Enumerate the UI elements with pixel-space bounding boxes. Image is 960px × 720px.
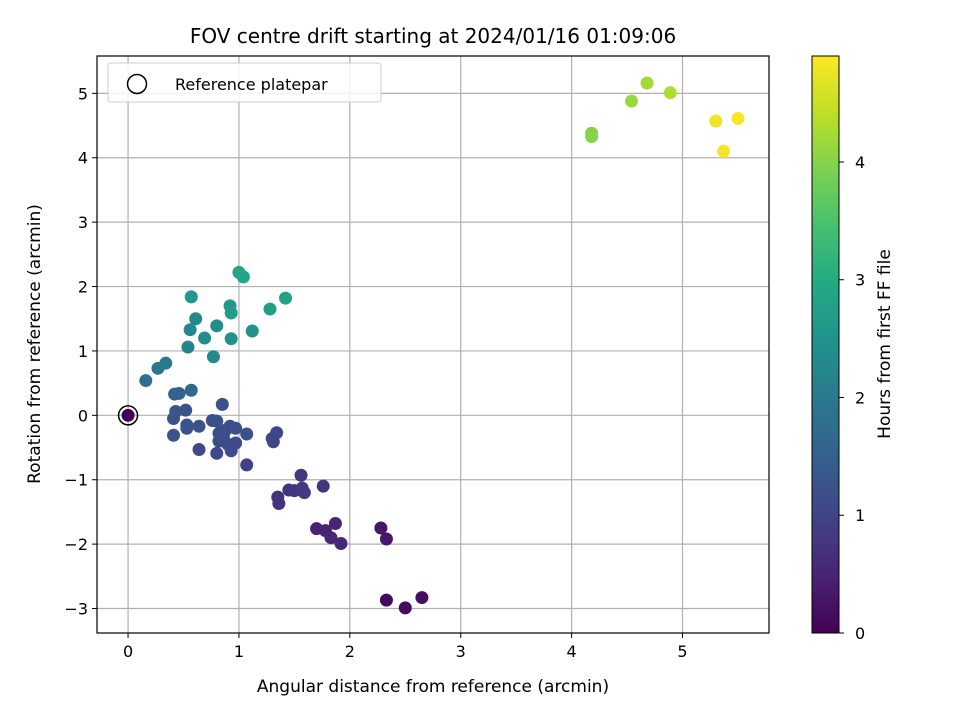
plot-frame: [96, 55, 770, 634]
legend-box: [107, 62, 382, 103]
chart-title: FOV centre drift starting at 2024/01/16 …: [190, 24, 676, 48]
data-point: [328, 517, 342, 531]
data-point: [379, 593, 393, 607]
data-point: [179, 403, 193, 417]
data-point: [181, 340, 195, 354]
data-point: [374, 521, 388, 535]
y-tick-label: 1: [78, 342, 88, 361]
colorbar-tick-label: 1: [855, 506, 865, 525]
data-point: [210, 446, 224, 460]
data-point: [585, 129, 599, 143]
data-point: [139, 374, 153, 388]
data-point: [717, 144, 731, 158]
x-tick-label: 2: [345, 642, 355, 661]
colorbar-tick-label: 2: [855, 388, 865, 407]
data-point: [189, 312, 203, 326]
legend: Reference platepar: [107, 62, 382, 103]
reference-marker: [117, 405, 139, 426]
data-point: [240, 458, 254, 472]
data-point: [224, 306, 238, 320]
data-point: [294, 468, 308, 482]
y-ticks: −3 −2 −1 0 1 2 3 4 5: [64, 84, 97, 619]
data-point: [184, 383, 198, 397]
data-points: [117, 76, 745, 615]
data-point: [206, 350, 220, 364]
y-tick-label: −2: [64, 535, 88, 554]
y-tick-label: −3: [64, 600, 88, 619]
colorbar-tick-label: 0: [855, 624, 865, 643]
data-point: [236, 270, 250, 284]
colorbar-gradient: [811, 55, 840, 634]
data-point: [121, 408, 135, 422]
x-ticks: 0 1 2 3 4 5: [123, 633, 688, 661]
colorbar-tick-label: 4: [855, 153, 865, 172]
data-point: [240, 427, 254, 441]
x-tick-label: 0: [123, 642, 133, 661]
data-point: [172, 386, 186, 400]
y-tick-label: 3: [78, 213, 88, 232]
colorbar-label: Hours from first FF file: [875, 249, 895, 439]
colorbar: 0 1 2 3 4 Hours from first FF file: [811, 55, 895, 643]
data-point: [224, 332, 238, 346]
data-point: [210, 414, 224, 428]
data-point: [263, 302, 277, 316]
data-point: [279, 291, 293, 305]
data-point: [229, 421, 243, 435]
data-point: [297, 486, 311, 500]
y-tick-label: 4: [78, 149, 88, 168]
x-tick-label: 1: [234, 642, 244, 661]
legend-label: Reference platepar: [175, 75, 328, 94]
data-point: [184, 290, 198, 304]
data-point: [183, 323, 197, 337]
y-tick-label: 2: [78, 278, 88, 297]
data-point: [334, 536, 348, 550]
y-tick-label: 0: [78, 406, 88, 425]
colorbar-tick-label: 3: [855, 271, 865, 290]
data-point: [210, 319, 224, 333]
data-point: [270, 426, 284, 440]
data-point: [159, 356, 173, 370]
data-point: [192, 419, 206, 433]
data-point: [198, 331, 212, 345]
grid: [97, 56, 769, 633]
data-point: [180, 418, 194, 432]
data-point: [709, 114, 723, 128]
data-point: [272, 497, 286, 511]
data-point: [192, 442, 206, 456]
data-point: [324, 531, 338, 545]
data-point: [215, 397, 229, 411]
x-tick-label: 5: [677, 642, 687, 661]
y-tick-label: 5: [78, 84, 88, 103]
data-point: [640, 76, 654, 90]
data-point: [167, 428, 181, 442]
data-point: [379, 532, 393, 546]
data-point: [415, 591, 429, 605]
data-point: [731, 111, 745, 125]
data-point: [398, 601, 412, 615]
data-point: [316, 479, 330, 493]
data-point: [663, 86, 677, 100]
data-point: [245, 324, 259, 338]
x-tick-label: 4: [567, 642, 577, 661]
y-axis-label: Rotation from reference (arcmin): [25, 204, 45, 484]
y-tick-label: −1: [64, 471, 88, 490]
x-axis-label: Angular distance from reference (arcmin): [257, 677, 609, 697]
colorbar-ticks: 0 1 2 3 4: [839, 153, 865, 643]
data-point: [169, 404, 183, 418]
x-tick-label: 3: [456, 642, 466, 661]
data-point: [624, 94, 638, 108]
legend-marker: [126, 73, 148, 95]
